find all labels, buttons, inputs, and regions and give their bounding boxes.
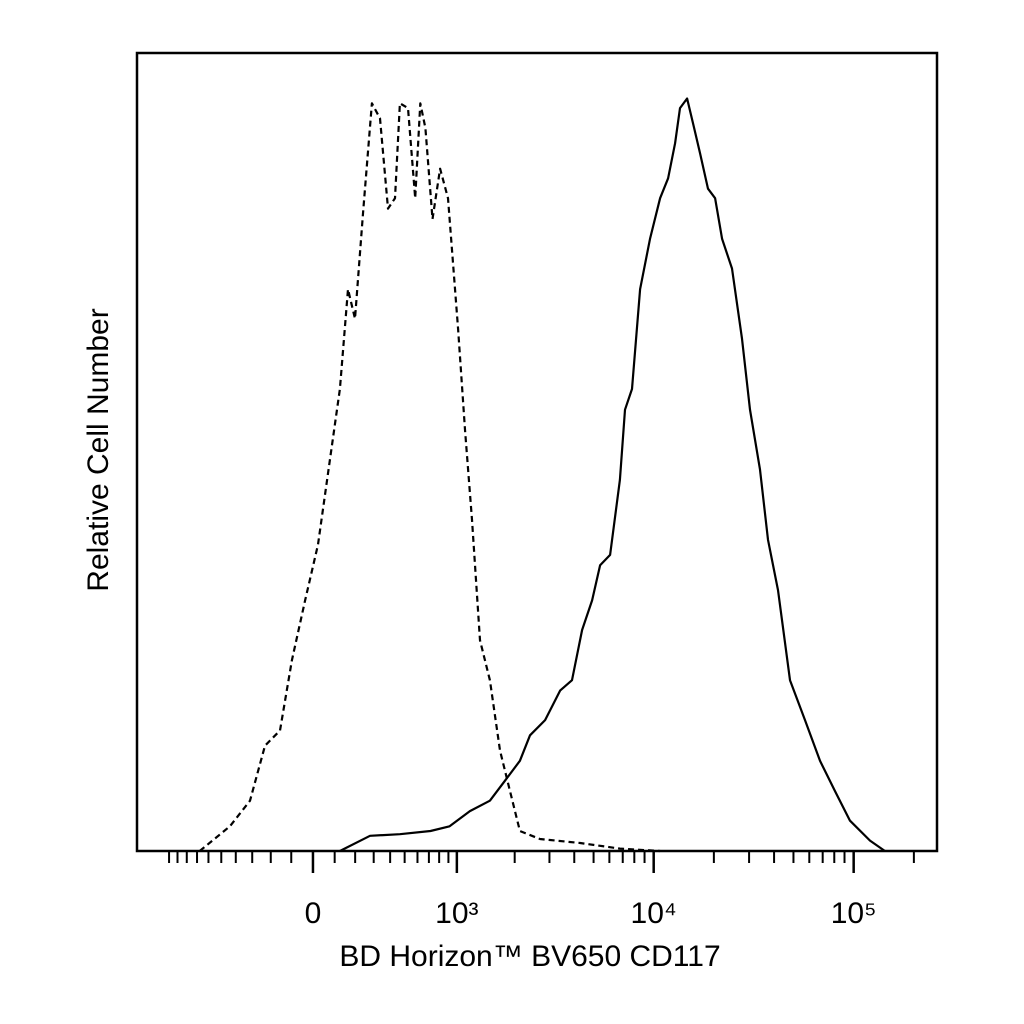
y-axis-title: Relative Cell Number: [82, 308, 115, 591]
x-tick-label: 10⁵: [831, 897, 877, 930]
x-tick-label: 0: [305, 897, 322, 930]
plot-frame: [135, 51, 939, 853]
x-tick-label: 10³: [435, 897, 478, 930]
x-tick-label: 10⁴: [631, 897, 677, 930]
x-axis-title: BD Horizon™ BV650 CD117: [339, 940, 720, 973]
histogram-curve: [339, 97, 886, 852]
histogram-curve: [199, 102, 661, 853]
